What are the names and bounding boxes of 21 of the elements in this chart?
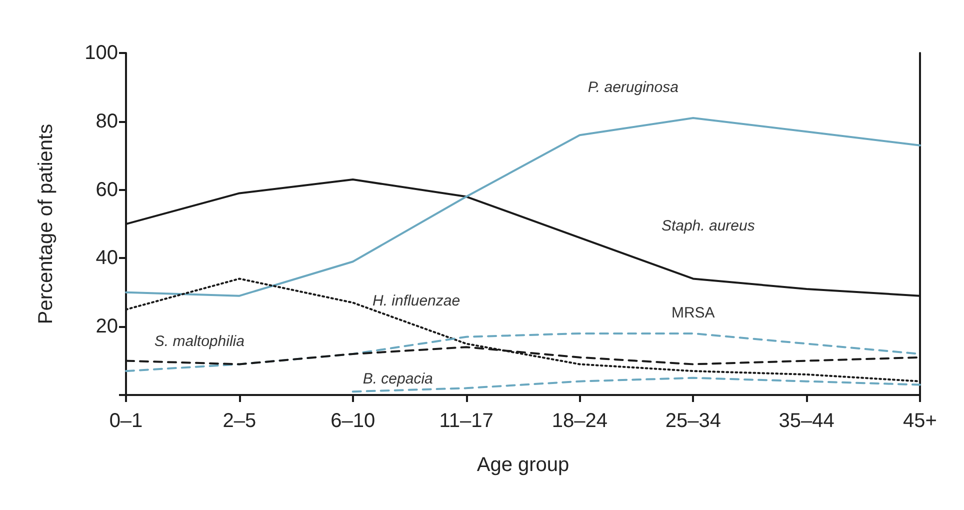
y-tick-label: 80	[96, 110, 118, 132]
series-label: B. cepacia	[362, 370, 433, 388]
x-tick-label: 0–1	[109, 410, 143, 432]
x-tick-label: 6–10	[330, 410, 376, 432]
series-label: S. maltophilia	[154, 333, 244, 350]
x-tick-label: 11–17	[439, 410, 494, 432]
x-axis-title: Age group	[476, 454, 570, 476]
series-label: H. influenzae	[372, 292, 460, 310]
y-tick-label: 40	[96, 247, 118, 270]
x-tick-label: 2–5	[222, 410, 256, 432]
series-label: MRSA	[671, 304, 715, 322]
x-tick-label: 45+	[903, 410, 937, 432]
y-tick-label: 60	[96, 178, 118, 201]
x-tick-label: 25–34	[665, 410, 721, 432]
series-label: P. aeruginosa	[588, 78, 678, 96]
x-tick-label: 18–24	[552, 410, 608, 432]
y-axis-title: Percentage of patients	[35, 124, 57, 324]
x-tick-label: 35–44	[778, 410, 834, 432]
y-tick-label: 100	[84, 42, 118, 64]
text: Staph. aureus	[661, 218, 756, 235]
y-tick-label: 20	[96, 316, 118, 338]
